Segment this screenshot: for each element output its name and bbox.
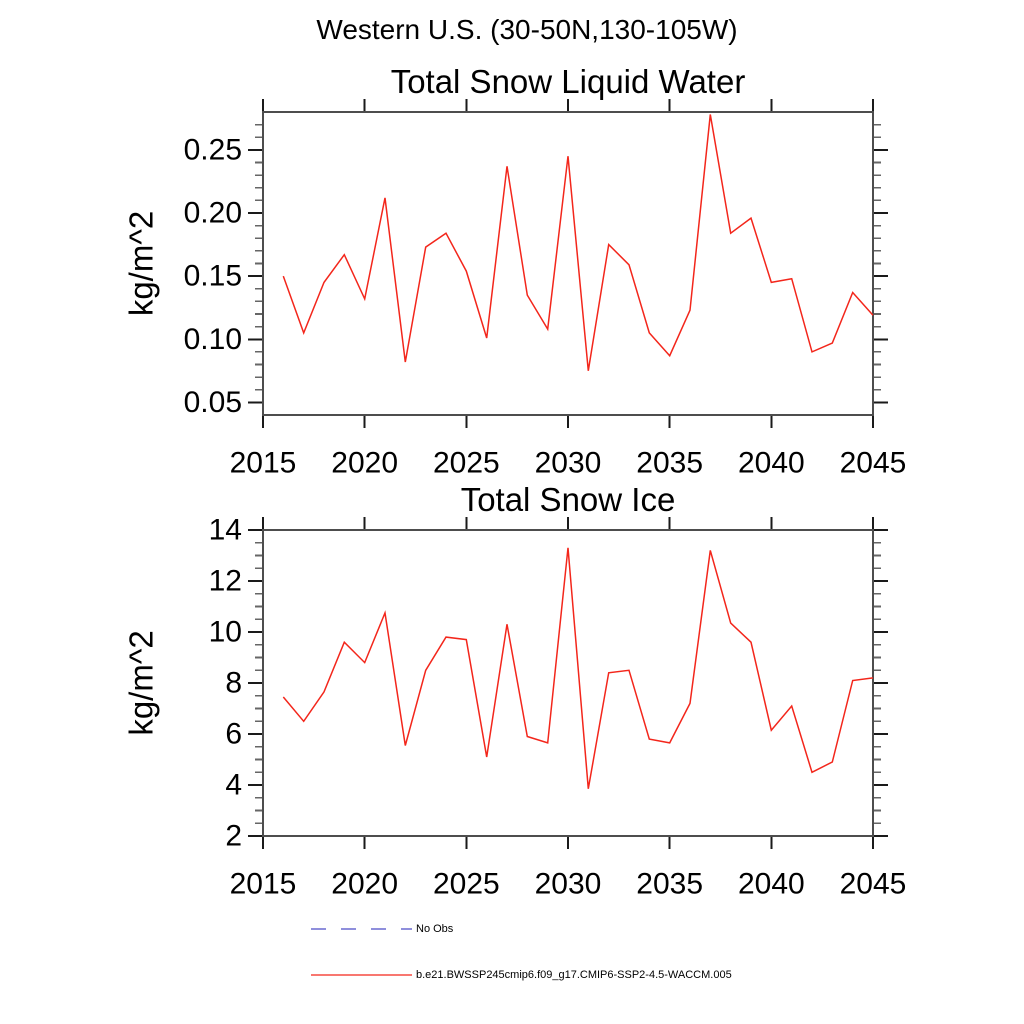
legend-label-model-run: b.e21.BWSSP245cmip6.f09_g17.CMIP6-SSP2-4… xyxy=(416,969,732,981)
x-tick-label: 2035 xyxy=(636,868,703,901)
legend-label-no-obs: No Obs xyxy=(416,923,454,935)
series-line xyxy=(282,114,874,371)
series-line xyxy=(282,547,874,789)
y-tick-label: 0.25 xyxy=(184,133,242,166)
x-tick-label: 2030 xyxy=(535,868,602,901)
legend-item-model-run: b.e21.BWSSP245cmip6.f09_g17.CMIP6-SSP2-4… xyxy=(311,967,732,983)
x-tick-label: 2020 xyxy=(331,447,398,480)
y-axis-label: kg/m^2 xyxy=(123,211,160,316)
model-run-solid-line-swatch xyxy=(311,974,412,976)
x-tick-label: 2040 xyxy=(738,447,805,480)
y-tick-label: 0.05 xyxy=(184,386,242,419)
y-tick-label: 0.10 xyxy=(184,323,242,356)
y-tick-label: 2 xyxy=(225,820,242,853)
panel2-title: Total Snow Ice xyxy=(460,481,676,518)
main-title: Western U.S. (30-50N,130-105W) xyxy=(316,14,738,45)
x-tick-label: 2025 xyxy=(433,447,500,480)
x-tick-label: 2030 xyxy=(535,447,602,480)
x-tick-label: 2045 xyxy=(840,447,907,480)
x-tick-label: 2045 xyxy=(840,868,907,901)
y-axis-label: kg/m^2 xyxy=(123,630,160,735)
panel-0: 2015 2020 2025 2030 2035 2040 2045 0.05 0.10 0.15… xyxy=(123,99,907,480)
y-tick-label: 10 xyxy=(209,616,242,649)
plot-frame xyxy=(262,529,874,837)
x-tick-label: 2015 xyxy=(230,447,297,480)
x-tick-label: 2035 xyxy=(636,447,703,480)
y-tick-label: 14 xyxy=(209,514,242,547)
panel-1: 2015 2020 2025 2030 2035 2040 2045 2 4 6 8 10 12 14 kg… xyxy=(123,514,907,901)
plot-frame xyxy=(262,111,874,416)
y-tick-label: 6 xyxy=(225,718,242,751)
no-obs-dashed-line-swatch xyxy=(311,928,412,930)
x-tick-label: 2025 xyxy=(433,868,500,901)
x-tick-label: 2020 xyxy=(331,868,398,901)
x-tick-label: 2015 xyxy=(230,868,297,901)
y-tick-label: 0.20 xyxy=(184,197,242,230)
legend-item-no-obs: No Obs xyxy=(311,921,453,937)
y-tick-label: 8 xyxy=(225,667,242,700)
y-tick-label: 4 xyxy=(225,769,242,802)
panel1-title: Total Snow Liquid Water xyxy=(390,63,746,100)
x-tick-label: 2040 xyxy=(738,868,805,901)
y-tick-label: 0.15 xyxy=(184,260,242,293)
y-tick-label: 12 xyxy=(209,565,242,598)
